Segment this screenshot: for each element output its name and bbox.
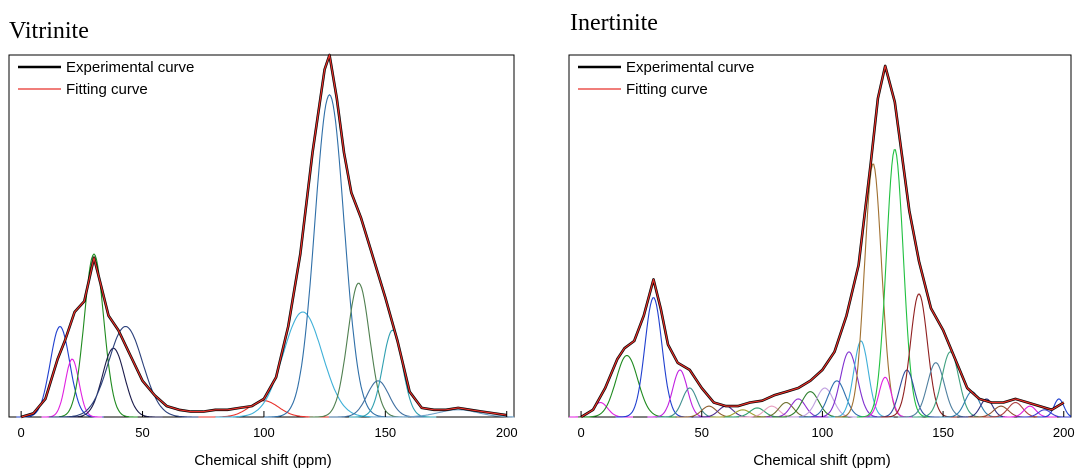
component-peak-15 [798,380,875,418]
inertinite-panel: Inertinite 0 50 100 150 200 Experimental curv… [568,10,1075,469]
fitting-curve [20,54,507,418]
x-tick-label: 100 [253,425,275,440]
plot-frame [568,54,1072,418]
vitrinite-title: Vitrinite [9,18,89,44]
x-tick-label: 200 [496,425,518,440]
component-peak-17 [828,340,894,418]
x-tick-label: 0 [18,425,25,440]
component-peak-5 [49,325,202,418]
component-peak-18 [835,163,912,418]
experimental-curve [20,53,507,419]
vitrinite-x-axis-label: Chemical shift (ppm) [194,452,332,469]
component-peak-22 [880,293,957,418]
component-peak-3 [50,253,138,418]
component-peak-1 [16,325,104,418]
component-peak-1 [569,401,633,418]
legend-label-fit: Fitting curve [626,81,708,98]
component-peak-29 [1002,405,1058,418]
x-tick-label: 150 [932,425,954,440]
component-peak-12 [370,409,514,418]
component-peak-7 [215,311,391,418]
x-tick-label: 100 [812,425,834,440]
x-tick-label: 150 [374,425,396,440]
plot-frame [8,54,515,418]
component-peak-8 [263,94,395,418]
component-peak-6 [676,405,742,418]
x-tick-label: 50 [135,425,149,440]
component-peak-16 [810,351,887,418]
legend-label-fit: Fitting curve [66,81,148,98]
component-peak-30 [1017,409,1071,418]
legend-label-experimental: Experimental curve [66,59,194,76]
component-peak-11 [753,401,819,418]
vitrinite-panel: Vitrinite 0 50 100 150 200 Experimental curve… [8,18,518,469]
experimental-curve [580,64,1065,419]
component-peak-2 [41,358,103,418]
component-peak-25 [939,391,1005,418]
component-peak-19 [858,376,913,418]
component-peak-20 [856,149,933,418]
component-peak-23 [897,362,974,418]
inertinite-title: Inertinite [570,10,658,36]
inertinite-plot-area: 0 50 100 150 200 Experimental curve Fitting cu… [568,54,1075,440]
x-tick-label: 0 [577,425,584,440]
component-peak-24 [912,351,989,418]
vitrinite-plot-area: 0 50 100 150 200 Experimental curve Fitting cu… [8,53,518,440]
component-peak-31 [1037,398,1072,418]
fitting-curve [580,65,1065,418]
component-peak-9 [309,282,408,418]
x-tick-label: 200 [1053,425,1075,440]
x-tick-label: 50 [695,425,709,440]
inertinite-x-axis-label: Chemical shift (ppm) [753,452,891,469]
component-peak-3 [615,297,692,418]
legend-label-experimental: Experimental curve [626,59,754,76]
